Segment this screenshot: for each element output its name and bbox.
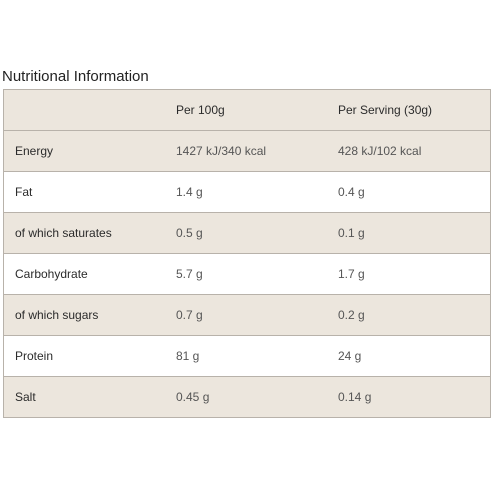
header-label-cell <box>3 89 166 131</box>
table-row: of which sugars 0.7 g 0.2 g <box>3 294 491 336</box>
row-per-serving: 428 kJ/102 kcal <box>338 130 491 172</box>
table-row: Fat 1.4 g 0.4 g <box>3 171 491 213</box>
row-label: Fat <box>3 171 166 213</box>
row-per-100g: 1.4 g <box>166 171 338 213</box>
table-row: Protein 81 g 24 g <box>3 335 491 377</box>
row-per-100g: 5.7 g <box>166 253 338 295</box>
table-row: Carbohydrate 5.7 g 1.7 g <box>3 253 491 295</box>
header-per-100g: Per 100g <box>166 89 338 131</box>
row-per-serving: 24 g <box>338 335 491 377</box>
row-per-100g: 0.45 g <box>166 376 338 418</box>
row-label: of which saturates <box>3 212 166 254</box>
row-per-serving: 0.4 g <box>338 171 491 213</box>
table-header-row: Per 100g Per Serving (30g) <box>3 89 491 131</box>
row-per-serving: 0.14 g <box>338 376 491 418</box>
row-label: Energy <box>3 130 166 172</box>
nutrition-table: Per 100g Per Serving (30g) Energy 1427 k… <box>3 89 491 418</box>
row-per-serving: 0.2 g <box>338 294 491 336</box>
row-per-serving: 1.7 g <box>338 253 491 295</box>
header-per-serving: Per Serving (30g) <box>338 89 491 131</box>
table-row: of which saturates 0.5 g 0.1 g <box>3 212 491 254</box>
row-label: Protein <box>3 335 166 377</box>
row-per-100g: 81 g <box>166 335 338 377</box>
table-row: Salt 0.45 g 0.14 g <box>3 376 491 418</box>
row-per-100g: 0.5 g <box>166 212 338 254</box>
table-row: Energy 1427 kJ/340 kcal 428 kJ/102 kcal <box>3 130 491 172</box>
row-label: of which sugars <box>3 294 166 336</box>
row-label: Salt <box>3 376 166 418</box>
row-per-serving: 0.1 g <box>338 212 491 254</box>
row-label: Carbohydrate <box>3 253 166 295</box>
row-per-100g: 1427 kJ/340 kcal <box>166 130 338 172</box>
nutrition-title: Nutritional Information <box>2 68 149 85</box>
row-per-100g: 0.7 g <box>166 294 338 336</box>
